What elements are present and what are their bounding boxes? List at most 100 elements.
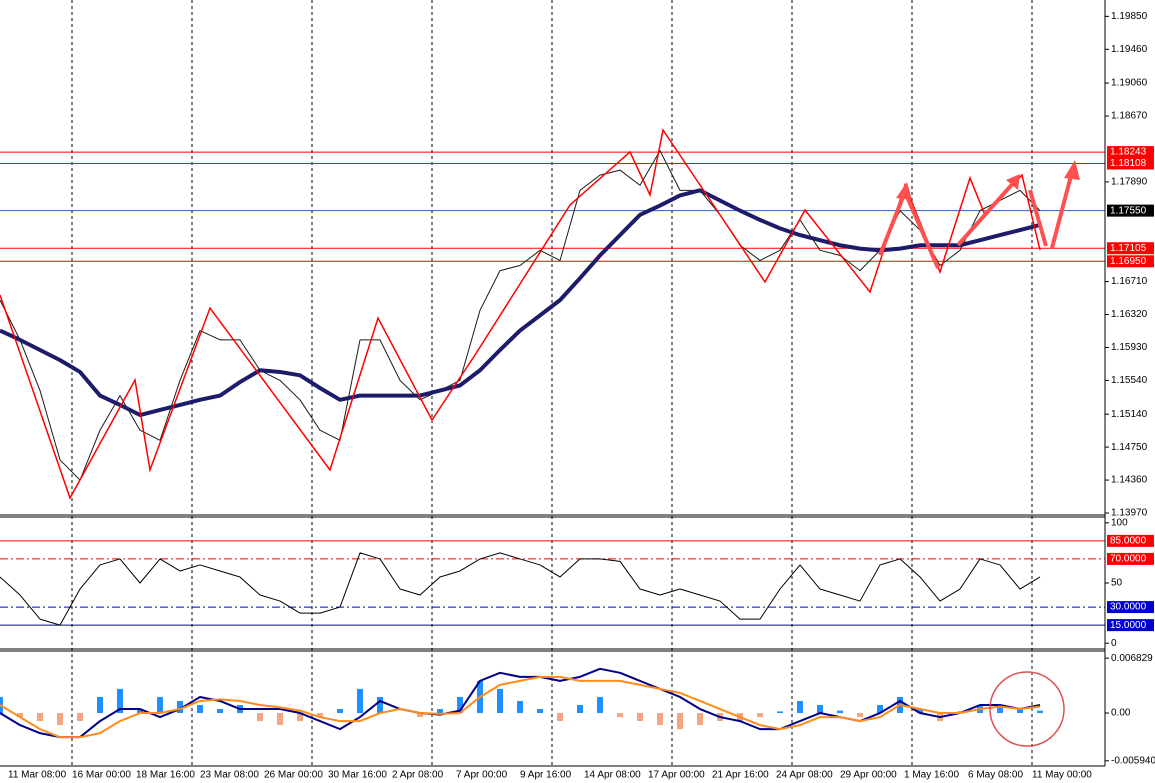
histogram-bar: [517, 700, 523, 714]
level-tag: [1107, 157, 1154, 170]
histogram-bar: [357, 688, 363, 714]
arrow: [956, 178, 1018, 247]
x-tick-label: 18 Mar 16:00: [136, 770, 195, 781]
arrow: [1028, 189, 1048, 247]
y-tick-label: 1.14360: [1111, 475, 1148, 486]
y-tick-label: 0: [1111, 638, 1117, 649]
histogram-bar: [1017, 709, 1023, 714]
level-tag: [1107, 619, 1154, 632]
series-line: [0, 552, 1041, 626]
y-tick-label: 1.14750: [1111, 442, 1148, 453]
y-tick-label: 100: [1111, 517, 1128, 528]
series-line: [0, 667, 1041, 739]
level-label: 1.18108: [1110, 158, 1147, 169]
histogram-bar: [77, 713, 83, 722]
arrow-head: [1006, 174, 1020, 190]
histogram-bar: [317, 713, 323, 718]
x-tick-label: 14 Apr 08:00: [584, 770, 641, 781]
annotations: [0, 128, 1080, 747]
zigzag: [0, 128, 1041, 500]
level-label: 15.0000: [1110, 620, 1147, 631]
histogram-bar: [597, 696, 603, 714]
histogram-bar: [677, 713, 683, 730]
histogram-bar: [817, 705, 823, 714]
x-tick-label: 16 Mar 00:00: [72, 770, 131, 781]
x-tick-label: 11 Mar 08:00: [8, 770, 67, 781]
level-label: 85.0000: [1110, 536, 1147, 547]
histogram-bar: [337, 709, 343, 714]
arrow-head: [896, 182, 912, 200]
arrow: [878, 191, 907, 256]
level-tag: [1107, 242, 1154, 255]
x-tick-label: 11 May 00:00: [1032, 770, 1092, 781]
level-tag: [1107, 146, 1154, 159]
histogram-bar: [877, 705, 883, 714]
histogram-bar: [137, 709, 143, 714]
y-tick-label: -0.005940: [1111, 755, 1155, 766]
histogram-bar: [777, 711, 783, 714]
x-tick-label: 24 Apr 08:00: [776, 770, 833, 781]
plot: [0, 552, 1041, 626]
histogram-bar: [497, 688, 503, 714]
y-tick-label: 1.15930: [1111, 342, 1148, 353]
y-tick-label: 1.17890: [1111, 177, 1148, 188]
histogram-bar: [997, 705, 1003, 714]
series-line: [0, 675, 1041, 739]
x-tick-label: 7 Apr 00:00: [456, 770, 508, 781]
x-tick-label: 17 Apr 00:00: [648, 770, 705, 781]
y-tick-label: 50: [1111, 578, 1123, 589]
y-tick-label: 1.18670: [1111, 111, 1148, 122]
histogram-bar: [117, 688, 123, 714]
histogram-bar: [797, 700, 803, 714]
histogram-bar: [37, 713, 43, 722]
histogram-bar: [617, 713, 623, 718]
x-tick-label: 30 Mar 16:00: [328, 770, 387, 781]
histogram-bar: [97, 696, 103, 714]
histogram-bar: [757, 713, 763, 718]
histogram-bar: [637, 713, 643, 722]
histogram-bar: [17, 713, 23, 718]
x-tick-label: 1 May 16:00: [904, 770, 959, 781]
histogram-bar: [297, 713, 303, 722]
highlight-circle: [989, 671, 1065, 747]
x-tick-label: 29 Apr 00:00: [840, 770, 897, 781]
histogram-bar: [277, 713, 283, 726]
x-tick-label: 2 Apr 08:00: [392, 770, 444, 781]
histogram-bar: [857, 713, 863, 718]
histogram-bar: [917, 709, 923, 714]
panel-borders: [0, 0, 1106, 767]
arrows: [878, 160, 1080, 269]
histogram-bar: [377, 696, 383, 714]
x-tick-label: 6 May 08:00: [968, 770, 1023, 781]
level-tag: [1107, 601, 1154, 614]
histogram-bar: [157, 696, 163, 714]
level-tag: [1107, 255, 1154, 268]
y-tick-label: 0.00: [1111, 708, 1131, 719]
y-tick-label: 1.19460: [1111, 44, 1148, 55]
y-tick-label: 1.15540: [1111, 375, 1148, 386]
x-tick-label: 26 Mar 00:00: [264, 770, 323, 781]
histogram-bar: [557, 713, 563, 722]
arrow: [1050, 171, 1074, 249]
y-tick-label: 1.16710: [1111, 276, 1148, 287]
histogram-bar: [217, 709, 223, 714]
histogram-bar: [417, 713, 423, 718]
level-label: 70.0000: [1110, 554, 1147, 565]
level-label: 1.17550: [1110, 205, 1147, 216]
histogram-bar: [657, 713, 663, 726]
y-tick-label: 1.19060: [1111, 78, 1148, 89]
arrow-head: [1064, 160, 1080, 180]
histogram-bar: [1037, 710, 1043, 714]
level-tag: [1107, 534, 1154, 547]
histogram-bar: [437, 709, 443, 714]
level-label: 1.17105: [1110, 243, 1147, 254]
y-tick-label: 1.16320: [1111, 309, 1148, 320]
y-tick-label: 1.13970: [1111, 508, 1148, 519]
histogram-bar: [577, 705, 583, 714]
y-tick-label: 1.15140: [1111, 409, 1148, 420]
time-grid: [0, 0, 1105, 766]
y-tick-label: 1.19850: [1111, 11, 1148, 22]
x-tick-label: 23 Mar 08:00: [200, 770, 259, 781]
